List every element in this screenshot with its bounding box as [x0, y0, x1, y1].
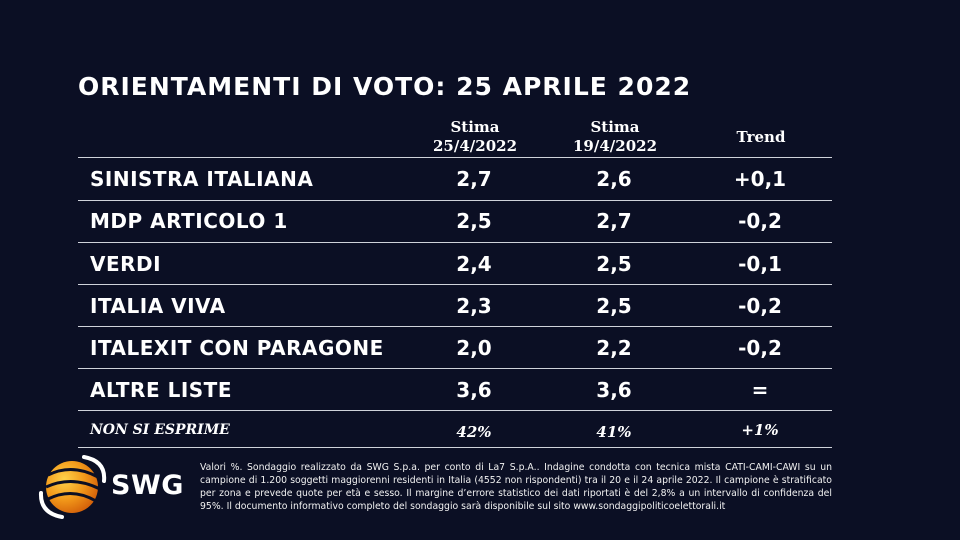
- value-stima-19: 2,6: [596, 167, 632, 191]
- column-header-stima-25: Stima 25/4/2022: [400, 118, 550, 156]
- row-divider: [78, 284, 832, 285]
- page-title: ORIENTAMENTI DI VOTO: 25 APRILE 2022: [78, 72, 692, 101]
- party-name: MDP ARTICOLO 1: [90, 209, 288, 233]
- value-stima-25: 2,0: [456, 336, 492, 360]
- party-name: SINISTRA ITALIANA: [90, 167, 314, 191]
- row-divider: [78, 326, 832, 327]
- value-stima-25: 2,7: [456, 167, 492, 191]
- row-divider: [78, 200, 832, 201]
- value-stima-19: 3,6: [596, 378, 632, 402]
- column-header-stima-19: Stima 19/4/2022: [540, 118, 690, 156]
- methodology-footnote: Valori %. Sondaggio realizzato da SWG S.…: [200, 462, 832, 512]
- value-trend: -0,2: [738, 294, 782, 318]
- value-trend: -0,2: [738, 336, 782, 360]
- non-si-esprime-label: NON SI ESPRIME: [90, 422, 230, 438]
- row-divider: [78, 242, 832, 243]
- value-stima-19: 2,7: [596, 209, 632, 233]
- value-trend: =: [751, 378, 769, 402]
- column-header-line2: 19/4/2022: [572, 137, 658, 155]
- value-stima-25: 3,6: [456, 378, 492, 402]
- value-stima-19: 2,5: [596, 252, 632, 276]
- row-divider: [78, 410, 832, 411]
- value-trend: +0,1: [733, 167, 787, 191]
- party-name: ALTRE LISTE: [90, 378, 232, 402]
- non-si-esprime-stima-25: 42%: [456, 423, 492, 441]
- column-header-line1: Trend: [736, 128, 786, 146]
- party-name: ITALIA VIVA: [90, 294, 226, 318]
- value-stima-25: 2,3: [456, 294, 492, 318]
- value-trend: -0,1: [738, 252, 782, 276]
- value-stima-19: 2,2: [596, 336, 632, 360]
- party-name: ITALEXIT CON PARAGONE: [90, 336, 384, 360]
- swg-logo-text: SWG: [111, 470, 184, 501]
- column-header-line1: Stima: [450, 118, 500, 136]
- value-stima-25: 2,4: [456, 252, 492, 276]
- row-divider: [78, 368, 832, 369]
- swg-globe-icon: [38, 455, 107, 519]
- non-si-esprime-trend: +1%: [741, 421, 779, 439]
- value-trend: -0,2: [738, 209, 782, 233]
- column-header-line1: Stima: [590, 118, 640, 136]
- column-header-trend: Trend: [686, 128, 836, 147]
- row-divider: [78, 447, 832, 448]
- row-divider: [78, 157, 832, 158]
- non-si-esprime-stima-19: 41%: [596, 423, 632, 441]
- value-stima-19: 2,5: [596, 294, 632, 318]
- party-name: VERDI: [90, 252, 162, 276]
- value-stima-25: 2,5: [456, 209, 492, 233]
- column-header-line2: 25/4/2022: [432, 137, 518, 155]
